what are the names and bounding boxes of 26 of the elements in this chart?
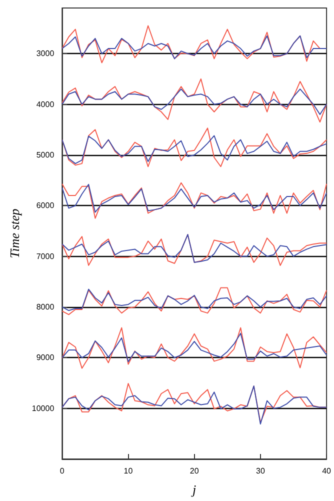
x-axis-title: j — [190, 482, 197, 497]
y-tick-label: 10000 — [32, 404, 55, 413]
line-series — [62, 88, 328, 115]
y-tick-label: 3000 — [36, 49, 55, 58]
x-tick-label: 0 — [60, 466, 65, 476]
x-tick-label: 20 — [190, 466, 200, 476]
y-tick-label: 4000 — [36, 100, 55, 109]
line-series — [62, 288, 328, 312]
line-series — [62, 184, 328, 213]
line-series — [62, 182, 328, 219]
line-series — [62, 35, 328, 60]
line-series — [62, 327, 328, 369]
line-series — [62, 135, 328, 164]
x-tick-label: 10 — [124, 466, 134, 476]
y-tick-label: 9000 — [36, 353, 55, 362]
y-tick-label: 5000 — [36, 150, 55, 160]
line-series — [62, 287, 328, 316]
y-tick-label: 6000 — [36, 201, 55, 210]
line-series — [62, 332, 328, 362]
line-series — [62, 128, 328, 168]
y-tick-label: 8000 — [36, 302, 55, 312]
y-tick-label: 7000 — [36, 252, 55, 261]
line-series — [62, 78, 328, 123]
x-tick-label: 30 — [256, 466, 266, 476]
x-tick-label: 40 — [322, 466, 332, 476]
y-axis-title: Time step — [7, 208, 22, 258]
